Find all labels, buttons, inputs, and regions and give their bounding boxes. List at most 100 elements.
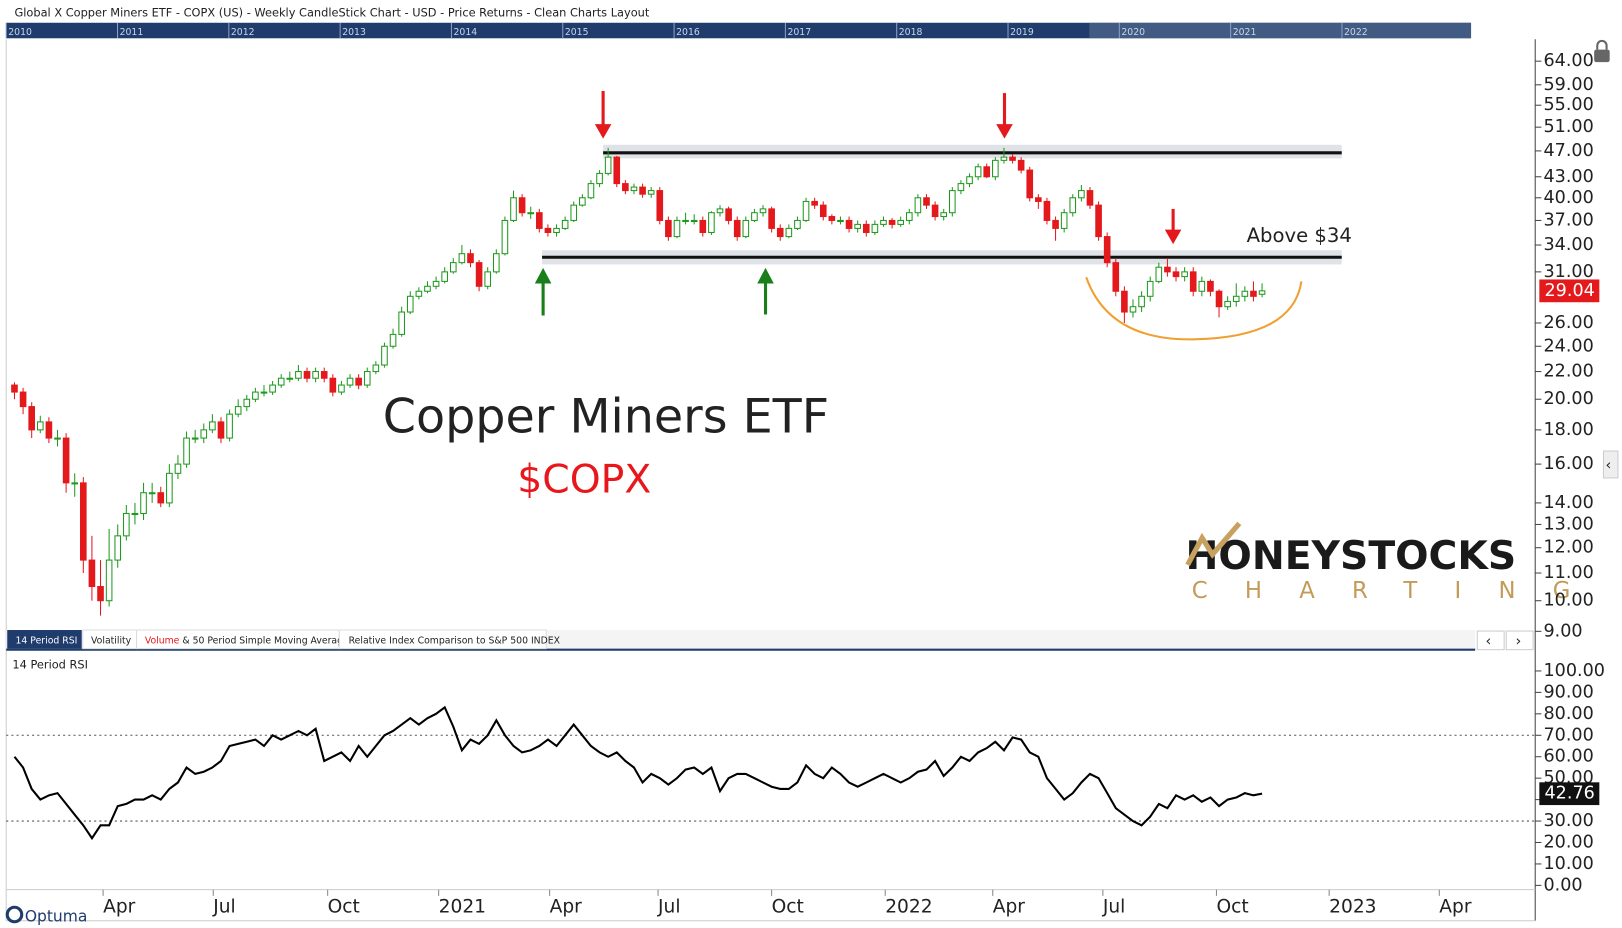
candle-body <box>923 197 930 206</box>
candle-body <box>320 371 328 379</box>
x-tick-label: Jul <box>1102 896 1125 917</box>
y-tick-label: 64.00 <box>1543 51 1593 71</box>
candle-body <box>389 333 397 347</box>
tab-label[interactable]: 14 Period RSI <box>16 635 78 646</box>
annotation-title: Copper Miners ETF <box>383 389 829 444</box>
candle-body <box>811 200 818 206</box>
candle-body <box>553 227 560 233</box>
candle-body <box>467 253 474 264</box>
candle-body <box>54 437 61 440</box>
y-tick-label: 26.00 <box>1543 313 1593 333</box>
candle-body <box>880 219 887 225</box>
logo-mark <box>1185 521 1242 567</box>
candle-body <box>544 227 552 233</box>
candle-body <box>88 559 96 588</box>
candle-body <box>673 219 681 238</box>
candle-body <box>579 197 586 206</box>
side-collapse-icon[interactable]: ‹ <box>1606 458 1612 474</box>
candle-body <box>940 212 948 218</box>
candle-body <box>699 219 707 233</box>
candle-body <box>1146 280 1154 297</box>
x-tick-label: Oct <box>772 896 804 917</box>
overview-year: 2011 <box>120 27 144 38</box>
candle-body <box>97 586 104 602</box>
candle-body <box>484 271 492 287</box>
candle-body <box>1017 159 1025 171</box>
candle-body <box>905 212 913 221</box>
candle-body <box>725 208 732 221</box>
candle-body <box>1060 212 1068 229</box>
candle-body <box>475 262 483 287</box>
candle-body <box>957 183 965 192</box>
candle-body <box>234 406 242 415</box>
lock-icon[interactable] <box>1594 39 1610 63</box>
y-tick-label: 18.00 <box>1543 420 1593 440</box>
panel-title: 14 Period RSI <box>12 657 88 671</box>
candle-body <box>802 200 810 221</box>
levels <box>542 144 1342 265</box>
candle-body <box>209 421 216 431</box>
candle-body <box>415 290 423 297</box>
candle-body <box>123 512 130 537</box>
candle-body <box>1043 200 1051 221</box>
candle-body <box>776 227 784 238</box>
y-tick-label: 34.00 <box>1543 235 1593 255</box>
candle-body <box>381 345 388 366</box>
y-tick-label: 70.00 <box>1543 725 1593 745</box>
candle-body <box>708 212 715 233</box>
scroll-left[interactable] <box>1476 630 1505 651</box>
tab[interactable] <box>338 629 547 650</box>
candle-body <box>819 204 827 218</box>
candle-body <box>596 172 603 185</box>
candle-body <box>226 413 233 439</box>
tab-label[interactable]: Relative Index Comparison to S&P 500 IND… <box>349 635 561 646</box>
scroll-right-icon[interactable]: › <box>1516 634 1522 650</box>
last-price: 29.04 <box>1545 281 1595 301</box>
candle-body <box>1232 295 1240 302</box>
header: Global X Copper Miners ETF - COPX (US) -… <box>14 6 649 20</box>
candle-body <box>243 398 251 408</box>
candle-body <box>768 208 775 229</box>
candle-body <box>36 421 44 431</box>
side-collapse[interactable] <box>1602 450 1619 479</box>
candle-body <box>1164 266 1171 273</box>
candle-body <box>622 183 629 192</box>
candle-body <box>1026 169 1034 199</box>
y-tick-label: 13.00 <box>1543 514 1593 534</box>
logo-tagline: CHARTING <box>1192 578 1608 604</box>
candle-body <box>854 223 861 229</box>
candle-body <box>277 377 285 386</box>
candle-body <box>260 391 268 394</box>
scroll-left-icon[interactable]: ‹ <box>1486 634 1492 650</box>
candle-body <box>329 377 337 393</box>
candle-body <box>690 219 698 222</box>
y-tick-label: 60.00 <box>1543 747 1593 767</box>
candle-body <box>424 285 431 292</box>
rsi-line <box>13 705 1263 841</box>
candle-body <box>1207 280 1214 292</box>
tab-label[interactable]: Volatility <box>91 635 132 646</box>
y-tick-label: 51.00 <box>1543 117 1593 137</box>
candle-body <box>269 384 276 393</box>
overview-years: 2010 2011 2012 2013 2014 2015 2016 2017 2018 2019… <box>5 22 1368 39</box>
tab-label-rest[interactable]: & 50 Period Simple Moving Average <box>182 635 349 646</box>
candle-body <box>458 253 466 264</box>
y-tick-label: 100.00 <box>1543 661 1605 681</box>
candle-body <box>62 437 70 484</box>
tab[interactable] <box>7 630 82 649</box>
candle-body <box>441 271 448 282</box>
candle-body <box>966 176 973 185</box>
candle-body <box>1069 197 1077 214</box>
tab-label-highlight[interactable]: Volume <box>145 635 180 646</box>
y-tick-label: 10.00 <box>1543 854 1593 874</box>
candle-body <box>604 156 612 174</box>
candle-body <box>372 364 380 373</box>
candle-body <box>166 472 173 504</box>
tab-label[interactable]: Volume & 50 Period Simple Moving Average <box>145 635 349 646</box>
scroll-right[interactable] <box>1505 630 1534 651</box>
x-tick-label: Oct <box>328 896 360 917</box>
candle-body <box>406 295 414 313</box>
candle-body <box>200 429 208 439</box>
candle-body <box>19 391 27 408</box>
overview-year: 2016 <box>676 27 700 38</box>
